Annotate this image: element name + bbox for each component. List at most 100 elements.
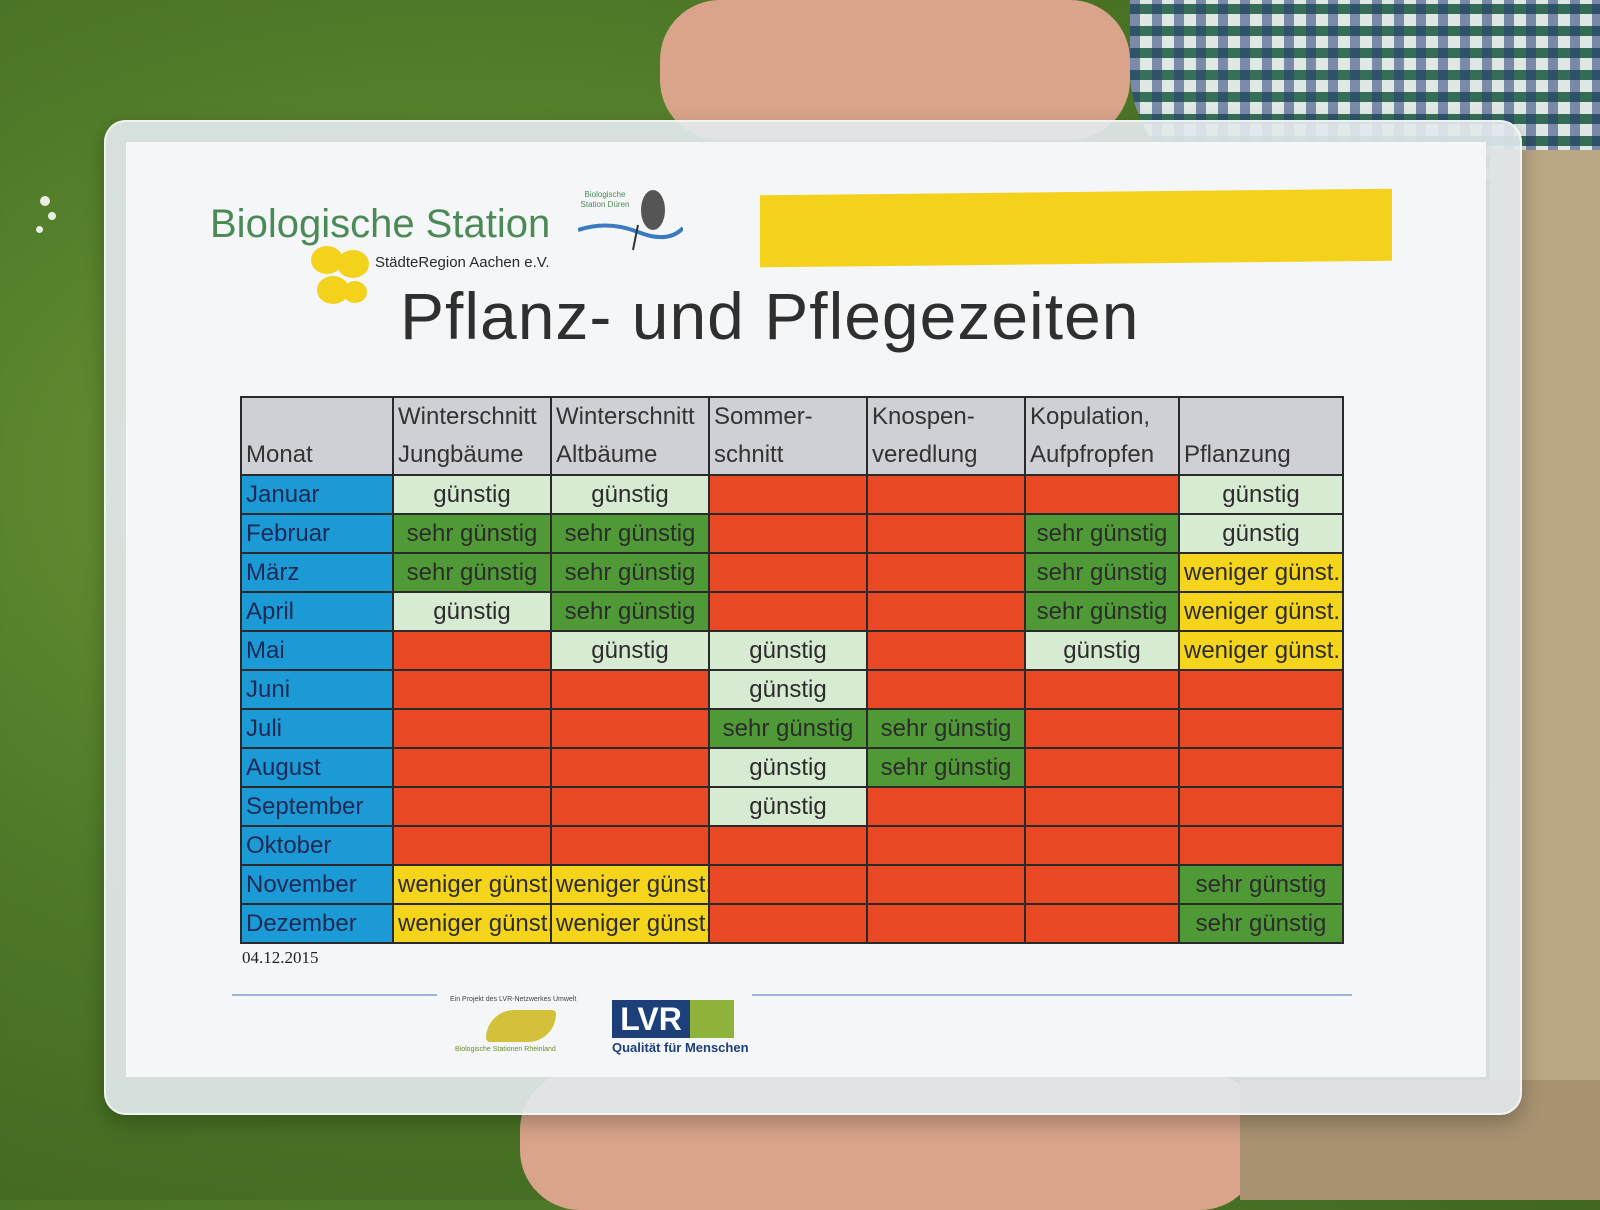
schedule-cell: günstig [708, 786, 868, 827]
schedule-cell: günstig [1178, 513, 1344, 554]
schedule-cell: sehr günstig [1178, 903, 1344, 944]
schedule-cell: günstig [550, 474, 710, 515]
schedule-cell [866, 591, 1026, 632]
schedule-cell [550, 747, 710, 788]
month-cell: Dezember [240, 903, 394, 944]
schedule-cell [866, 864, 1026, 905]
schedule-cell [1178, 708, 1344, 749]
owl-logo-icon [578, 190, 683, 251]
schedule-cell [1178, 669, 1344, 710]
month-cell: März [240, 552, 394, 593]
schedule-cell [866, 474, 1026, 515]
table-header-row: Monat Winterschnitt Jungbäume Winterschn… [240, 396, 1344, 476]
schedule-cell [392, 708, 552, 749]
month-cell: Oktober [240, 825, 394, 866]
schedule-cell [708, 825, 868, 866]
schedule-cell: sehr günstig [550, 513, 710, 554]
schedule-cell [866, 903, 1026, 944]
column-header: Sommer-schnitt [708, 396, 868, 476]
schedule-cell: sehr günstig [1024, 552, 1180, 593]
schedule-cell: sehr günstig [1024, 591, 1180, 632]
table-row: März sehr günstig sehr günstig sehr günstig… [240, 552, 1344, 593]
planting-schedule-table: Monat Winterschnitt Jungbäume Winterschn… [240, 396, 1344, 944]
schedule-cell [708, 513, 868, 554]
table-row: Mai günstig günstig günstig weniger günst. [240, 630, 1344, 671]
daisy-speck [36, 226, 43, 233]
table-row: Dezember weniger günst. weniger günst. sehr… [240, 903, 1344, 944]
schedule-cell: sehr günstig [866, 708, 1026, 749]
schedule-cell [392, 669, 552, 710]
lvr-mark-icon [690, 1000, 734, 1038]
schedule-cell [866, 513, 1026, 554]
month-cell: April [240, 591, 394, 632]
column-header: Monat [240, 396, 394, 476]
schedule-cell: günstig [392, 474, 552, 515]
flower-logo-icon [311, 246, 369, 304]
schedule-cell: günstig [1178, 474, 1344, 515]
schedule-cell [708, 591, 868, 632]
month-cell: September [240, 786, 394, 827]
schedule-cell: weniger günst. [1178, 591, 1344, 632]
schedule-cell: günstig [550, 630, 710, 671]
column-header: Kopulation, Aufpfropfen [1024, 396, 1180, 476]
schedule-cell [550, 786, 710, 827]
sheet-date: 04.12.2015 [242, 948, 319, 967]
table-row: Januar günstig günstig günstig [240, 474, 1344, 515]
schedule-cell: günstig [392, 591, 552, 632]
table-row: Juni günstig [240, 669, 1344, 710]
schedule-cell: weniger günst. [392, 864, 552, 905]
partner-logo-text: Biologische Station Düren [580, 190, 630, 209]
schedule-cell [866, 669, 1026, 710]
schedule-cell: sehr günstig [550, 552, 710, 593]
daisy-speck [40, 196, 50, 206]
schedule-cell: sehr günstig [1178, 864, 1344, 905]
schedule-cell [1024, 786, 1180, 827]
schedule-cell [866, 630, 1026, 671]
schedule-cell: sehr günstig [1024, 513, 1180, 554]
schedule-cell [866, 786, 1026, 827]
schedule-cell [1024, 747, 1180, 788]
schedule-cell: sehr günstig [550, 591, 710, 632]
schedule-cell [708, 864, 868, 905]
schedule-cell: weniger günst. [1178, 630, 1344, 671]
lvr-claim: Qualität für Menschen [612, 1040, 749, 1055]
month-cell: Februar [240, 513, 394, 554]
schedule-cell: günstig [1024, 630, 1180, 671]
schedule-cell [866, 825, 1026, 866]
schedule-cell: weniger günst. [550, 864, 710, 905]
table-row: November weniger günst. weniger günst. sehr… [240, 864, 1344, 905]
column-header: Winterschnitt Altbäume [550, 396, 710, 476]
schedule-cell [1024, 669, 1180, 710]
schedule-cell [1178, 825, 1344, 866]
hand-top [660, 0, 1130, 140]
schedule-cell [550, 669, 710, 710]
schedule-cell [708, 903, 868, 944]
schedule-cell [392, 786, 552, 827]
project-name: Biologische Stationen Rheinland [455, 1046, 556, 1053]
schedule-cell: weniger günst. [392, 903, 552, 944]
table-row: Februar sehr günstig sehr günstig sehr güns… [240, 513, 1344, 554]
org-subtitle: StädteRegion Aachen e.V. [375, 254, 550, 271]
schedule-cell: sehr günstig [392, 552, 552, 593]
table-row: Juli sehr günstig sehr günstig [240, 708, 1344, 749]
schedule-cell: günstig [708, 747, 868, 788]
schedule-cell [1024, 708, 1180, 749]
schedule-cell [1178, 786, 1344, 827]
table-row: August günstig sehr günstig [240, 747, 1344, 788]
schedule-cell [1024, 903, 1180, 944]
schedule-cell [708, 474, 868, 515]
yellow-banner [760, 188, 1392, 268]
schedule-cell [1024, 474, 1180, 515]
schedule-cell [392, 630, 552, 671]
schedule-cell: sehr günstig [708, 708, 868, 749]
schedule-cell [1178, 747, 1344, 788]
footer-divider [752, 994, 1352, 996]
schedule-cell [550, 825, 710, 866]
lvr-logo: LVR [612, 1000, 690, 1038]
table-row: September günstig [240, 786, 1344, 827]
schedule-cell [1024, 864, 1180, 905]
schedule-cell: weniger günst. [1178, 552, 1344, 593]
schedule-cell: günstig [708, 630, 868, 671]
month-cell: Mai [240, 630, 394, 671]
schedule-cell [708, 552, 868, 593]
